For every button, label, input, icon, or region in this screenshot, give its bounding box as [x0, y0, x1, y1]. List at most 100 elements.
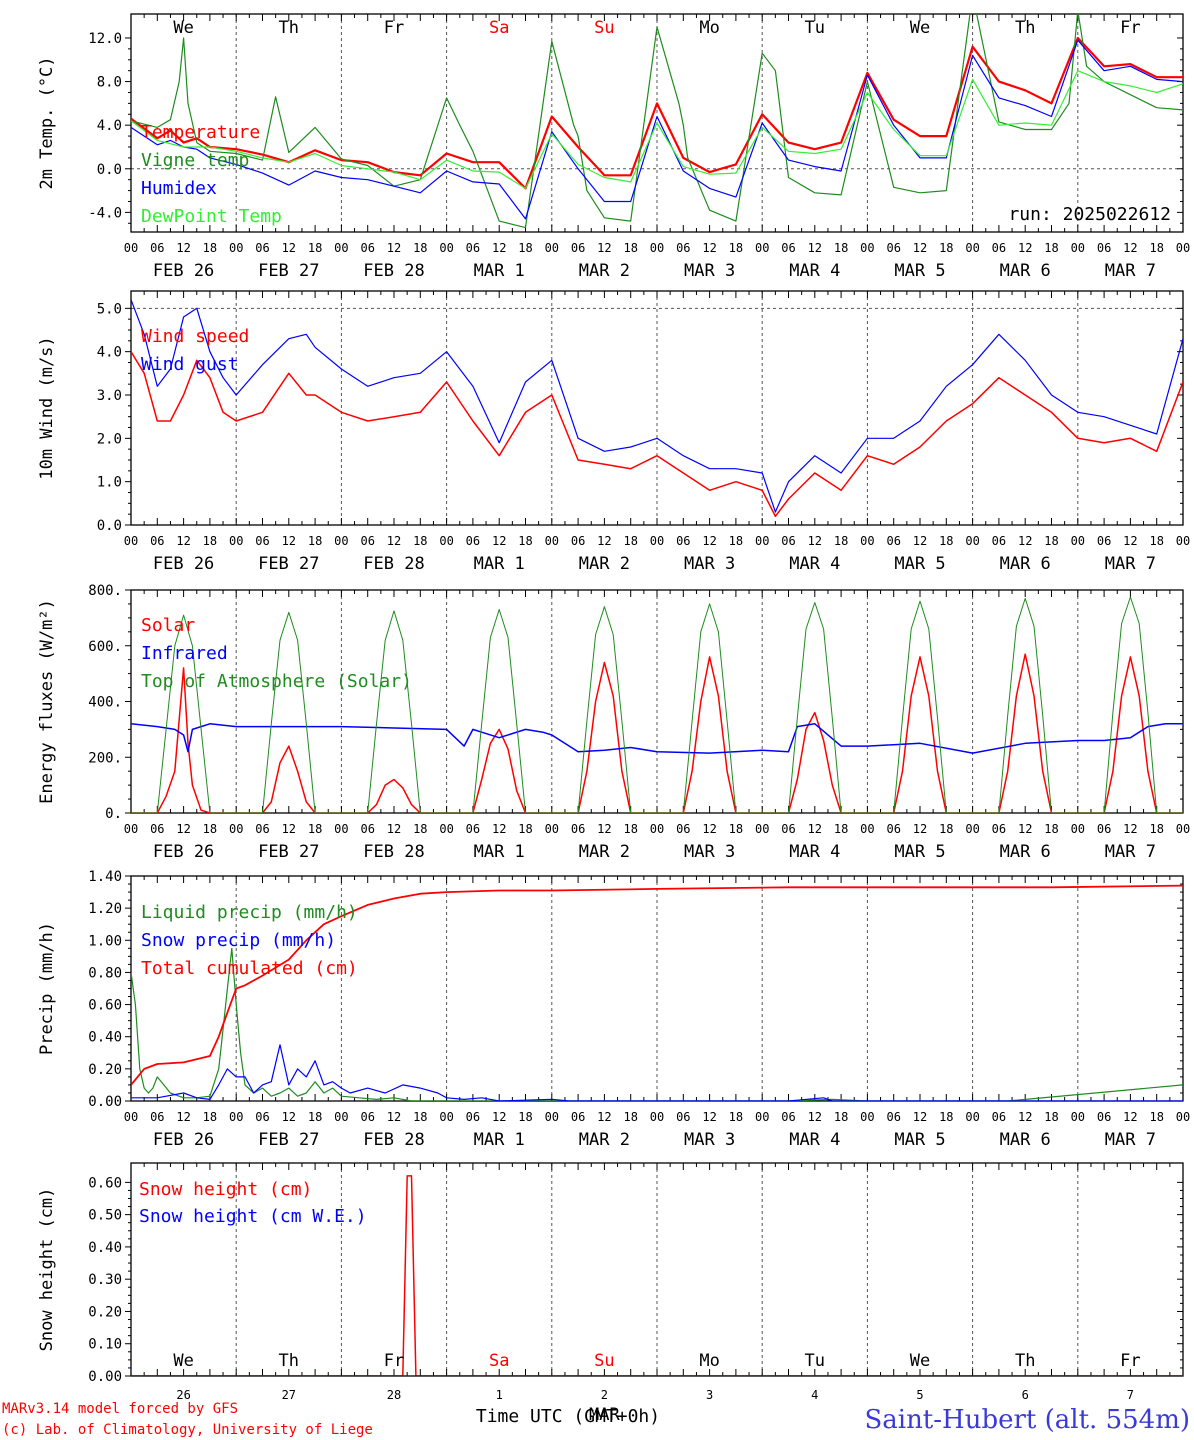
hour-label: 00	[860, 534, 874, 548]
day-of-week-label: Su	[594, 1351, 614, 1371]
date-label: MAR 7	[1105, 261, 1156, 281]
series-group	[131, 299, 1183, 518]
day-number-label: 28	[387, 1388, 401, 1402]
hour-label: 00	[1071, 822, 1085, 836]
date-label: MAR 3	[684, 1130, 735, 1150]
hour-label: 18	[203, 241, 217, 255]
date-label: MAR 6	[1000, 842, 1051, 862]
hour-label: 12	[492, 1110, 506, 1124]
hour-label: 06	[676, 241, 690, 255]
legend-entry: Humidex	[141, 178, 217, 199]
hour-label: 06	[1097, 241, 1111, 255]
day-number-label: 5	[916, 1388, 923, 1402]
day-of-week-label: Tu	[805, 18, 825, 38]
hour-label: 06	[1097, 534, 1111, 548]
hour-label: 00	[124, 241, 138, 255]
hour-label: 18	[834, 822, 848, 836]
hour-label: 06	[571, 241, 585, 255]
series-line	[131, 653, 1183, 813]
model-credit: MARv3.14 model forced by GFS	[2, 1401, 238, 1417]
hour-label: 18	[623, 1110, 637, 1124]
hour-label: 00	[860, 241, 874, 255]
hour-label: 12	[492, 241, 506, 255]
hour-label: 12	[176, 241, 190, 255]
y-tick-label: 0.40	[88, 1240, 122, 1256]
hour-label: 18	[518, 534, 532, 548]
date-label: FEB 27	[258, 261, 319, 281]
hour-label: 18	[413, 1110, 427, 1124]
hour-label: 18	[1044, 534, 1058, 548]
y-tick-label: 2.0	[97, 431, 122, 447]
hour-label: 12	[176, 1110, 190, 1124]
hour-label: 06	[781, 534, 795, 548]
date-label: MAR 6	[1000, 261, 1051, 281]
hour-label: 00	[965, 241, 979, 255]
hour-label: 12	[282, 534, 296, 548]
y-tick-label: 0.60	[88, 1175, 122, 1191]
hour-label: 00	[545, 822, 559, 836]
y-tick-label: 4.0	[97, 345, 122, 361]
hour-label: 12	[702, 1110, 716, 1124]
date-label: MAR 7	[1105, 842, 1156, 862]
day-of-week-label: Th	[1015, 1351, 1035, 1371]
y-tick-label: 0.0	[97, 518, 122, 534]
series-group	[131, 884, 1183, 1101]
hour-label: 12	[387, 534, 401, 548]
hour-label: 18	[939, 534, 953, 548]
legend-entry: Vigne temp	[141, 150, 249, 171]
hour-label: 18	[939, 241, 953, 255]
series-line	[131, 1044, 1183, 1101]
hour-label: 18	[518, 1110, 532, 1124]
day-of-week-label: We	[173, 18, 193, 38]
day-of-week-label: Fr	[1120, 18, 1140, 38]
hour-label: 00	[545, 241, 559, 255]
date-label: MAR 2	[579, 261, 630, 281]
day-of-week-label: We	[173, 1351, 193, 1371]
hour-label: 06	[466, 241, 480, 255]
panel-4: 1.40 1.20 1.00 0.80 0.60 0.40 0.20 0.00 Precip (…	[37, 869, 1190, 1150]
hour-label: 00	[965, 534, 979, 548]
hour-label: 06	[571, 822, 585, 836]
legend-entry: Snow height (cm W.E.)	[139, 1206, 367, 1227]
hour-label: 06	[886, 822, 900, 836]
hour-label: 00	[650, 241, 664, 255]
hour-label: 12	[702, 241, 716, 255]
date-label: MAR 4	[789, 1130, 840, 1150]
hour-label: 12	[1018, 241, 1032, 255]
date-label: FEB 26	[153, 554, 214, 574]
y-tick-label: 0.60	[88, 998, 122, 1014]
hour-label: 18	[1149, 1110, 1163, 1124]
hour-label: 06	[781, 1110, 795, 1124]
hour-label: 06	[255, 822, 269, 836]
hour-label: 12	[282, 241, 296, 255]
hour-label: 12	[913, 534, 927, 548]
y-tick-label: 0.50	[88, 1208, 122, 1224]
series-line	[131, 70, 1183, 189]
hour-label: 06	[150, 1110, 164, 1124]
hour-label: 12	[387, 241, 401, 255]
hour-label: 00	[229, 822, 243, 836]
series-group	[131, 1175, 1183, 1376]
hour-label: 12	[1018, 534, 1032, 548]
hour-label: 18	[623, 534, 637, 548]
hour-label: 18	[834, 241, 848, 255]
hour-label: 00	[124, 1110, 138, 1124]
hour-label: 18	[939, 822, 953, 836]
y-tick-label: 1.0	[97, 475, 122, 491]
date-label: MAR 6	[1000, 1130, 1051, 1150]
lab-credit: (c) Lab. of Climatology, University of L…	[2, 1422, 373, 1438]
legend-entry: Top of Atmosphere (Solar)	[141, 671, 412, 692]
hour-label: 06	[360, 534, 374, 548]
hour-label: 06	[886, 241, 900, 255]
hour-label: 06	[360, 1110, 374, 1124]
run-label: run: 2025022612	[1008, 204, 1171, 225]
y-tick-label: 800.	[88, 583, 122, 599]
hour-label: 06	[255, 534, 269, 548]
hour-label: 18	[413, 822, 427, 836]
hour-label: 18	[623, 822, 637, 836]
hour-label: 12	[1018, 1110, 1032, 1124]
date-label: FEB 28	[363, 261, 424, 281]
hour-label: 06	[992, 822, 1006, 836]
panel-3: 800. 600. 400. 200. 0. Energy fluxes (W/m²) 00…	[37, 583, 1190, 862]
day-of-week-label: Mo	[699, 1351, 719, 1371]
